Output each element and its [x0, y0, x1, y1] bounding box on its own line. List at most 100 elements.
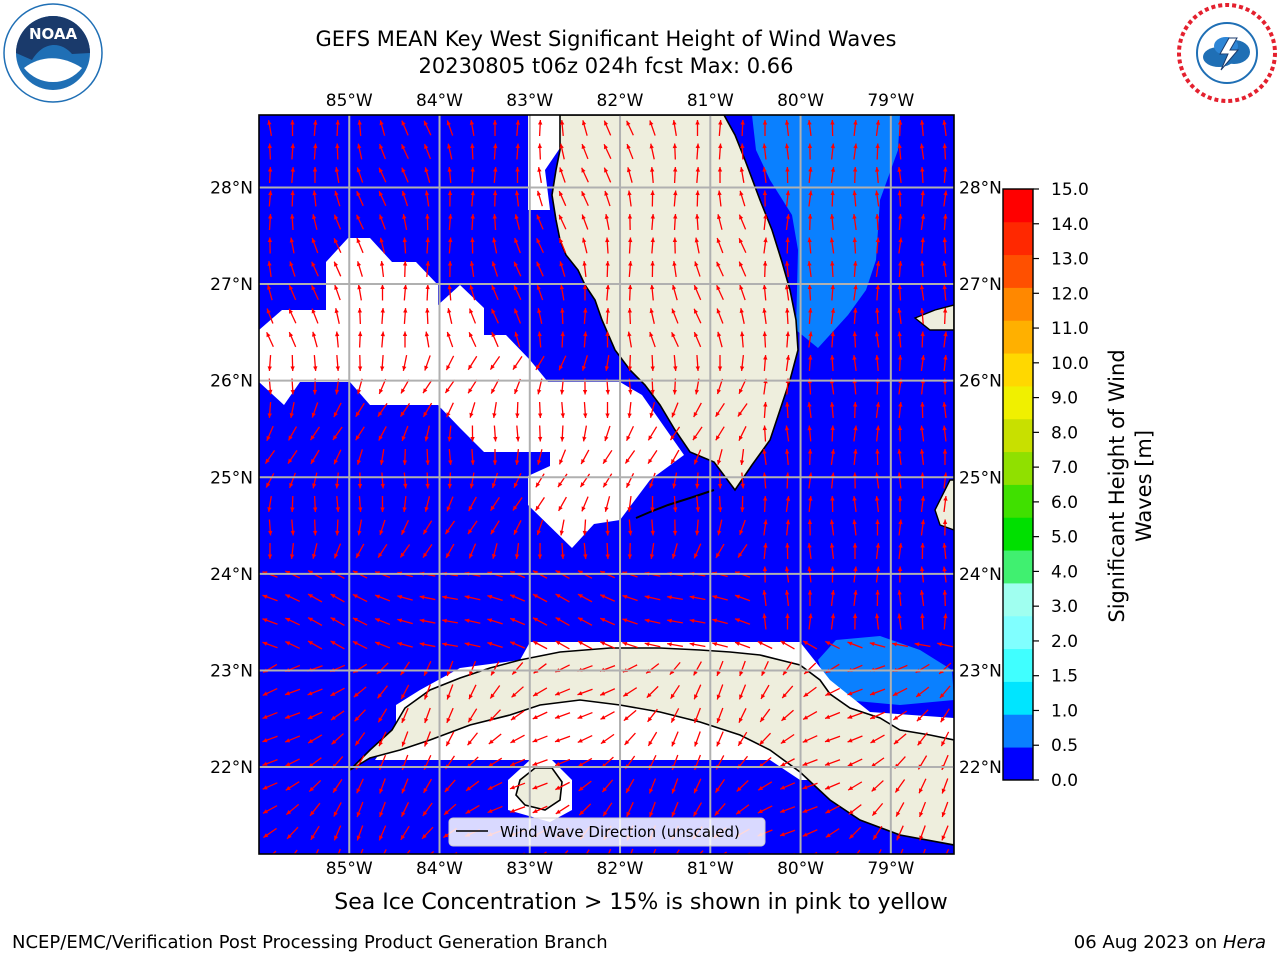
wind-arrow-head: [919, 143, 925, 149]
wind-arrow-head: [469, 308, 474, 314]
wind-arrow-head: [852, 496, 857, 501]
colorbar-tick-label: 3.0: [1051, 597, 1078, 617]
wind-arrow-head: [582, 237, 587, 243]
wind-arrow-head: [919, 811, 924, 817]
wind-arrow-head: [830, 566, 835, 572]
wind-arrow-head: [802, 832, 808, 837]
wind-arrow-head: [671, 332, 676, 338]
lat-tick-label-right: 28°N: [959, 178, 1002, 198]
wind-arrow-head: [650, 507, 655, 512]
wind-arrow-head: [942, 143, 947, 149]
wind-arrow-head: [808, 331, 813, 337]
wind-arrow-head: [532, 570, 538, 575]
wind-arrow-head: [875, 214, 880, 219]
wind-arrow-head: [847, 714, 853, 719]
wind-arrow-head: [334, 167, 340, 172]
wind-arrow-head: [419, 618, 425, 623]
wind-arrow-head: [268, 190, 273, 196]
colorbar-swatch: [1003, 254, 1033, 288]
wind-arrow-head: [493, 436, 498, 442]
wind-arrow-head: [509, 808, 515, 813]
wind-arrow-head: [312, 389, 318, 395]
colorbar-tick-label: 0.5: [1051, 736, 1078, 756]
wind-arrow-head: [667, 642, 672, 647]
wind-arrow-head: [847, 738, 853, 743]
wind-arrow-head: [803, 715, 809, 720]
wind-arrow-head: [379, 859, 383, 864]
wind-arrow-head: [717, 167, 723, 172]
wind-arrow-head: [470, 214, 475, 219]
wind-arrow-head: [488, 762, 494, 767]
wind-arrow-head: [872, 810, 877, 816]
map-frame: [258, 114, 955, 855]
wind-arrow-head: [715, 787, 720, 793]
wind-arrow-head: [920, 402, 925, 407]
wind-arrow-head: [623, 716, 629, 721]
wind-arrow-head: [739, 308, 744, 314]
lon-tick-label-top: 80°W: [777, 91, 824, 111]
wind-arrow-shaft: [900, 848, 904, 854]
wind-arrow-head: [578, 762, 584, 767]
wind-arrow-head: [514, 214, 519, 220]
wind-arrow-head: [739, 388, 743, 394]
wind-arrow-head: [694, 389, 700, 395]
colorbar-swatch: [1003, 583, 1033, 617]
wind-arrow-head: [649, 331, 654, 337]
wind-arrow-head: [446, 365, 451, 371]
colorbar-tick-label: 10.0: [1051, 354, 1089, 374]
wind-arrow-head: [554, 738, 560, 743]
wind-arrow-head: [782, 693, 787, 699]
wind-arrow-head: [852, 519, 857, 525]
wind-arrow-head: [443, 833, 449, 838]
lat-tick-label-left: 25°N: [210, 468, 253, 488]
wind-arrow-head: [263, 833, 269, 838]
wind-arrow-head: [738, 552, 743, 558]
wind-arrow-head: [785, 190, 791, 196]
wind-arrow-head: [624, 740, 630, 745]
wind-arrow-head: [380, 366, 385, 371]
wind-arrow-head: [874, 331, 880, 337]
colorbar-swatch: [1003, 451, 1033, 485]
wind-arrow-head: [695, 507, 700, 512]
wind-arrow-head: [334, 190, 339, 196]
wind-arrow-head: [830, 425, 835, 431]
wind-arrow-head: [830, 355, 835, 360]
wind-arrow-head: [671, 788, 676, 794]
wind-arrow-head: [307, 715, 313, 719]
wind-arrow-head: [626, 811, 631, 817]
wind-arrow-head: [784, 143, 790, 149]
colorbar-swatch: [1003, 353, 1033, 387]
wind-arrow-head: [848, 785, 854, 791]
wind-arrow-head: [356, 191, 361, 197]
wind-arrow-head: [627, 308, 633, 313]
colorbar-swatch: [1003, 484, 1033, 518]
colorbar-title: Significant Height of Wind Waves [m]: [1105, 349, 1156, 622]
wind-arrow-head: [532, 594, 538, 599]
wind-arrow-head: [583, 331, 588, 337]
wind-arrow-head: [262, 691, 268, 696]
wind-arrow-head: [761, 670, 766, 676]
wind-arrow-shaft: [563, 850, 569, 854]
wind-arrow-head: [492, 214, 497, 219]
wind-arrow-head: [762, 472, 767, 478]
wind-arrow-head: [380, 507, 385, 512]
wind-arrow-head: [288, 858, 292, 863]
wind-arrow-head: [695, 214, 700, 219]
wind-arrow-shaft: [945, 849, 950, 854]
wind-arrow-head: [762, 425, 767, 431]
wind-arrow-head: [916, 692, 922, 697]
wind-arrow-head: [335, 331, 340, 337]
wind-arrow-head: [355, 740, 360, 746]
colorbar-tick-label: 1.0: [1051, 701, 1078, 721]
wind-arrow-head: [559, 143, 564, 149]
wind-arrow-head: [510, 715, 516, 721]
wind-arrow-head: [830, 214, 835, 219]
colorbar-swatch: [1003, 320, 1033, 354]
wind-arrow-head: [672, 143, 678, 149]
wind-arrow-head: [785, 519, 791, 525]
wind-arrow-head: [558, 505, 563, 511]
wind-arrow-head: [920, 308, 925, 313]
wind-arrow-head: [874, 190, 880, 196]
wind-arrow-head: [649, 120, 654, 126]
wind-arrow-head: [290, 143, 295, 149]
